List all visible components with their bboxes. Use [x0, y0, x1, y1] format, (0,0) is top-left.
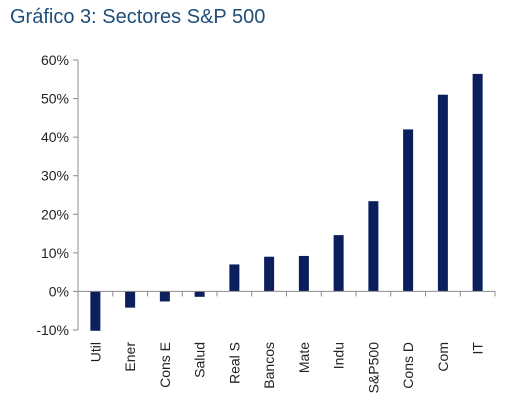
bar-real-s: [229, 264, 240, 292]
bar-com: [437, 94, 448, 292]
x-category-label: Bancos: [261, 342, 277, 389]
bar-s-p500: [368, 201, 379, 292]
bar-cons-d: [403, 129, 414, 292]
bar-cons-e: [159, 291, 170, 302]
y-tick-label: 10%: [41, 245, 69, 261]
x-category-label: Com: [435, 342, 451, 372]
x-category-label: S&P500: [365, 342, 381, 394]
y-axis: 60% 50% 40% 30% 20% 10% 0% -10%: [36, 52, 79, 338]
bar-ener: [125, 291, 136, 308]
y-tick-label: 50%: [41, 91, 69, 107]
bar-bancos: [264, 256, 275, 292]
y-tick-label: 20%: [41, 206, 69, 222]
chart-title: Gráfico 3: Sectores S&P 500: [10, 6, 266, 28]
x-axis: Util Ener Cons E Salud Real S Bancos Mate Indu S…: [77, 290, 496, 394]
bar-salud: [194, 291, 205, 297]
y-tick-label: 40%: [41, 129, 69, 145]
y-tick-label: -10%: [36, 322, 69, 338]
x-category-label: Mate: [296, 342, 312, 373]
y-tick-label: 30%: [41, 168, 69, 184]
bar-mate: [298, 255, 309, 292]
x-category-label: IT: [470, 342, 486, 355]
x-category-label: Real S: [226, 342, 242, 384]
y-tick-label: 0%: [49, 283, 69, 299]
x-category-label: Cons D: [400, 342, 416, 389]
bar-util: [90, 291, 101, 331]
x-category-label: Ener: [122, 342, 138, 372]
x-category-label: Indu: [331, 342, 347, 369]
bar-indu: [333, 235, 344, 292]
x-category-label: Util: [87, 342, 103, 362]
x-category-label: Cons E: [157, 342, 173, 388]
bars: [90, 73, 483, 331]
y-tick-label: 60%: [41, 52, 69, 68]
x-category-label: Salud: [192, 342, 208, 378]
bar-it: [472, 73, 483, 292]
